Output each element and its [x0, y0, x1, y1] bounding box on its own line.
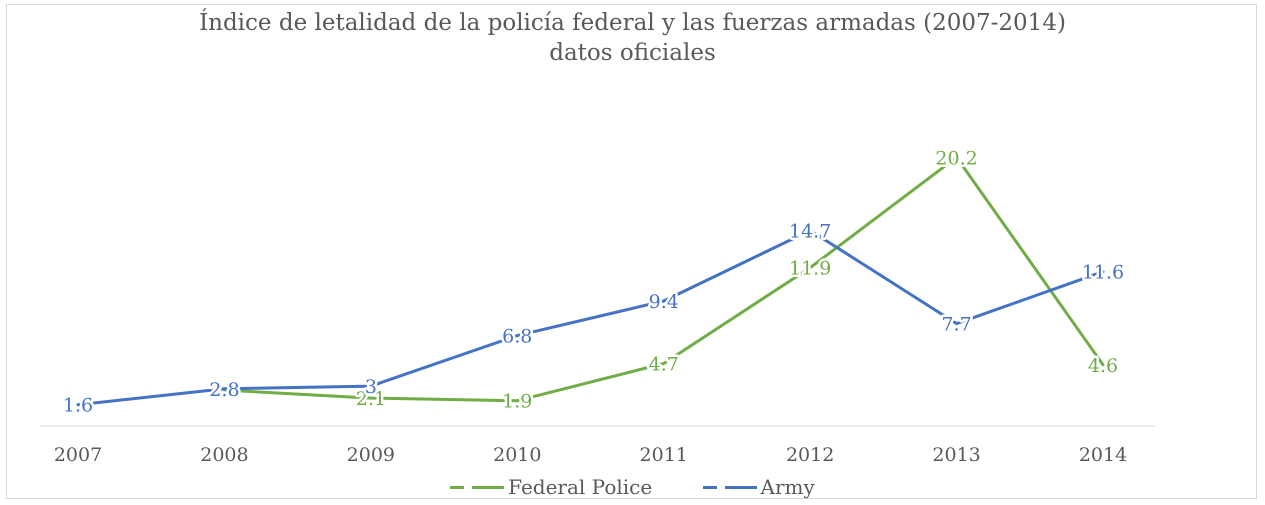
series-line-federal-police	[222, 155, 1105, 403]
data-label: 6.8	[502, 326, 532, 348]
data-label: 14.7	[789, 220, 831, 242]
legend-swatch-federal-police	[450, 481, 505, 493]
x-tick-label: 2011	[640, 444, 688, 466]
chart-subtitle: datos oficiales	[549, 40, 716, 66]
data-label: 4.6	[1088, 355, 1118, 377]
legend-label-army: Army	[760, 475, 815, 499]
chart-frame	[6, 4, 1257, 499]
data-label: 1.9	[502, 391, 532, 413]
data-label: 11.6	[1082, 262, 1124, 284]
chart-title-block: Índice de letalidad de la policía federa…	[0, 8, 1265, 68]
data-label: 2.7	[209, 380, 239, 402]
chart-title: Índice de letalidad de la policía federa…	[199, 10, 1066, 36]
legend-swatch-army	[702, 481, 757, 493]
data-label: 20.2	[935, 147, 977, 169]
data-label: 3	[365, 376, 377, 398]
data-label: 11.9	[789, 258, 831, 280]
legend-item-army: Army	[702, 475, 815, 499]
data-label: 1.6	[63, 395, 93, 417]
data-label: 2.1	[356, 388, 386, 410]
x-tick-label: 2012	[786, 444, 834, 466]
x-tick-label: 2007	[54, 444, 102, 466]
data-label: 9.4	[649, 291, 679, 313]
legend-label-federal-police: Federal Police	[508, 475, 653, 499]
series-line-army	[76, 228, 1105, 407]
data-label: 7.7	[941, 314, 971, 336]
x-tick-label: 2009	[347, 444, 395, 466]
x-tick-label: 2014	[1079, 444, 1127, 466]
x-tick-label: 2008	[200, 444, 248, 466]
legend: Federal Police Army	[0, 474, 1265, 499]
data-label: 2.8	[209, 379, 239, 401]
data-label: 4.7	[649, 353, 679, 375]
legend-item-federal-police: Federal Police	[450, 475, 652, 499]
x-tick-label: 2010	[493, 444, 541, 466]
x-tick-label: 2013	[932, 444, 980, 466]
